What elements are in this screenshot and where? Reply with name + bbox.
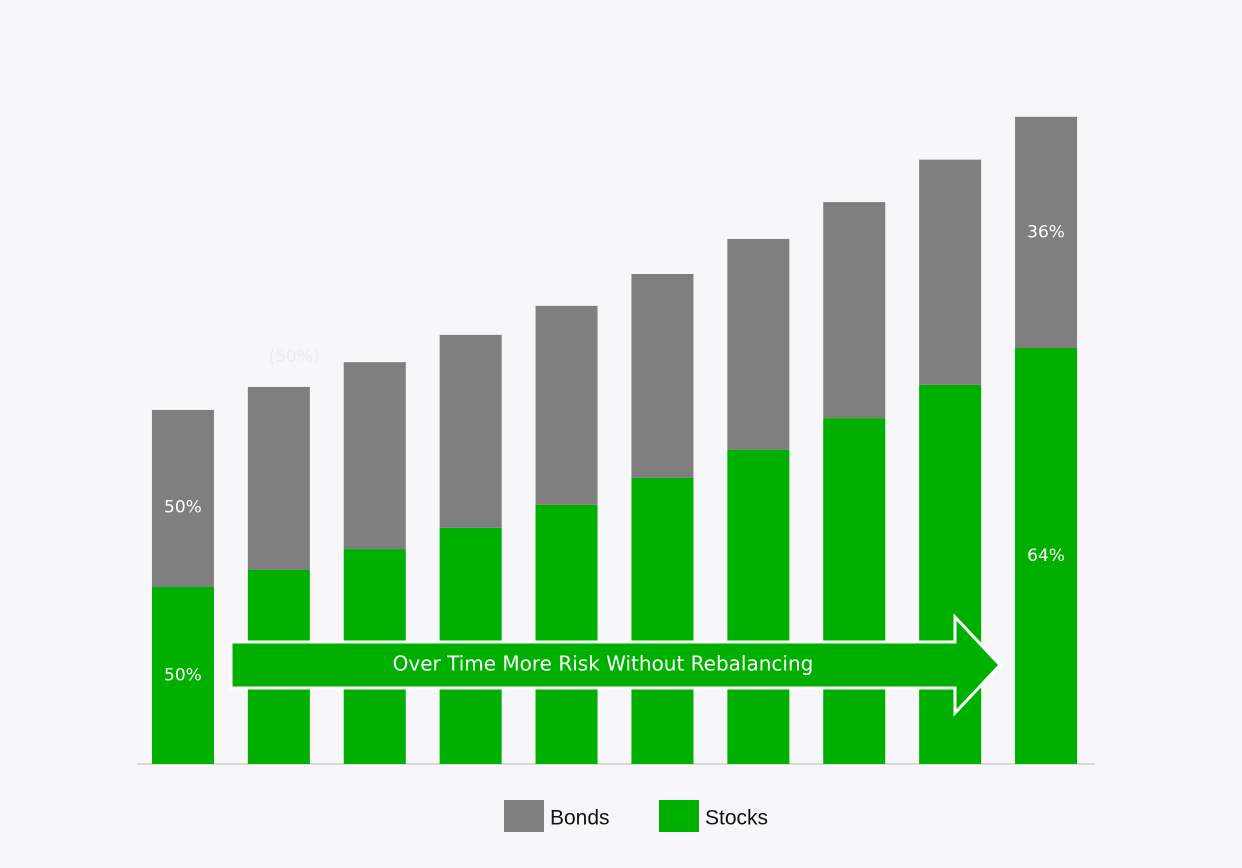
arrow-label: Over Time More Risk Without Rebalancing — [393, 652, 814, 676]
bar-segment — [823, 202, 886, 419]
bar-segment — [439, 334, 502, 528]
data-label: 50% — [164, 665, 202, 685]
bar-segment — [631, 477, 694, 764]
bar-segment — [535, 504, 598, 764]
bar-segment — [151, 586, 214, 764]
annotation: (50%) — [268, 347, 319, 367]
bar-segment — [727, 449, 790, 764]
bar-segment — [727, 238, 790, 450]
data-label: 64% — [1027, 546, 1065, 566]
bar-segment — [631, 273, 694, 478]
bar-segment — [1015, 347, 1078, 764]
data-label: 50% — [164, 497, 202, 517]
bar-segment — [343, 362, 406, 550]
bar-segment — [247, 386, 310, 570]
arrow — [229, 613, 1003, 717]
bar-segment — [151, 409, 214, 587]
bar-segment — [823, 418, 886, 764]
legend-label: Stocks — [705, 807, 768, 830]
bar-segment — [1015, 116, 1078, 348]
legend-swatch — [659, 800, 699, 832]
bar-segment — [919, 384, 982, 764]
bar-segment — [535, 305, 598, 505]
data-label: 36% — [1027, 222, 1065, 242]
legend-label: Bonds — [550, 807, 610, 830]
legend-swatch — [504, 800, 544, 832]
bar-segment — [919, 159, 982, 385]
